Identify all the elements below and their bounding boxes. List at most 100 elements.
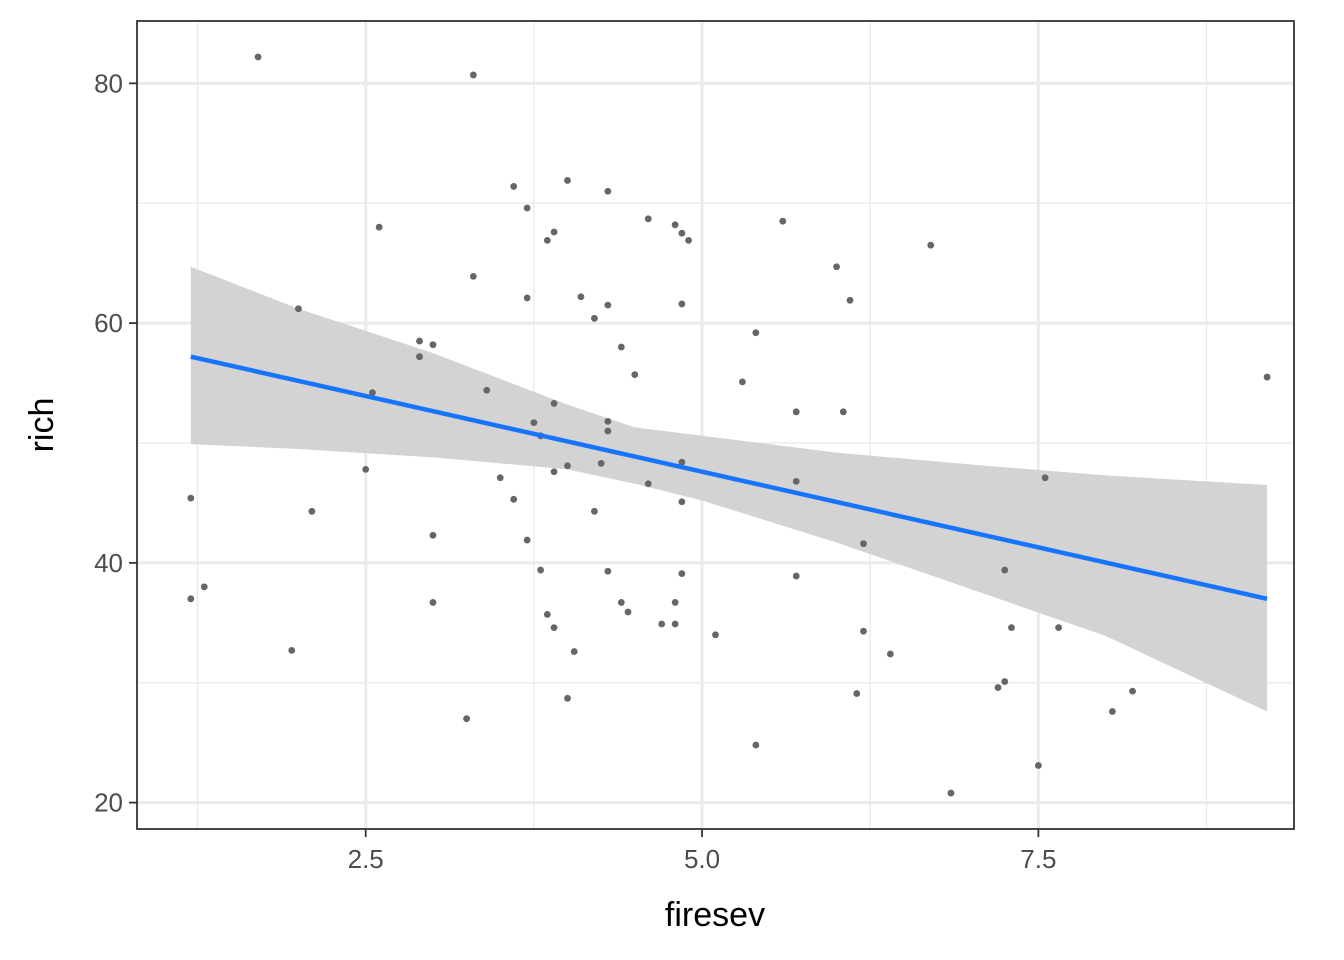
data-point [416, 337, 423, 345]
y-tick-label: 20 [94, 788, 123, 818]
confidence-band [190, 266, 1268, 712]
data-point [1129, 687, 1136, 695]
data-point [295, 305, 302, 313]
data-point [752, 741, 760, 749]
data-point [886, 650, 894, 658]
data-point [678, 458, 686, 466]
data-point [362, 465, 370, 473]
data-point [483, 386, 491, 394]
data-point [523, 204, 531, 212]
data-point [591, 507, 598, 515]
data-point [671, 221, 679, 229]
data-point [792, 408, 800, 416]
data-point [604, 567, 612, 575]
data-point [860, 540, 867, 548]
data-point [543, 236, 551, 244]
data-point [994, 684, 1002, 691]
y-tick-label: 80 [94, 68, 123, 98]
data-point [375, 223, 383, 231]
data-point [597, 459, 605, 467]
data-point [591, 314, 598, 322]
data-point [685, 236, 692, 244]
x-axis-title: firesev [665, 896, 765, 934]
data-point [617, 343, 625, 351]
data-point [604, 187, 612, 195]
y-tick-label: 60 [94, 308, 123, 338]
data-point [678, 570, 686, 578]
data-point [631, 371, 639, 379]
data-point [570, 648, 578, 655]
data-point [846, 296, 854, 304]
data-point [429, 599, 437, 606]
data-point [604, 301, 612, 309]
data-point [1041, 474, 1049, 482]
data-point [429, 341, 437, 349]
data-point [671, 599, 679, 606]
data-point [678, 229, 686, 237]
data-point [187, 595, 195, 603]
x-tick-label: 7.5 [1020, 844, 1056, 874]
data-point [779, 217, 787, 225]
data-point [288, 646, 296, 654]
data-point [947, 789, 955, 797]
data-point [308, 507, 316, 515]
data-point [1001, 566, 1009, 574]
panel-border [136, 20, 1295, 830]
data-point [510, 183, 518, 190]
x-tick-label: 5.0 [684, 844, 720, 874]
data-point [644, 215, 652, 223]
data-point [564, 694, 571, 702]
data-point [200, 583, 208, 591]
data-point [833, 263, 840, 271]
x-axis: 2.5 5.0 7.5 [348, 829, 1056, 874]
data-point [1008, 624, 1015, 631]
data-point [839, 408, 847, 416]
data-point [550, 624, 558, 631]
data-point [254, 53, 262, 61]
data-point [550, 400, 558, 407]
data-point [1001, 678, 1009, 685]
y-axis: 20 40 60 80 [94, 68, 137, 818]
data-point [564, 177, 571, 184]
data-point [678, 300, 686, 308]
data-point [463, 715, 471, 723]
y-tick-label: 40 [94, 548, 123, 578]
data-point [1055, 624, 1062, 631]
regression-line [190, 354, 1268, 602]
data-point [927, 241, 935, 249]
data-point [604, 427, 612, 435]
data-point [853, 690, 861, 697]
data-point [496, 474, 504, 482]
data-point [712, 631, 719, 639]
data-point [792, 572, 800, 580]
data-point [469, 71, 477, 79]
data-point [416, 353, 423, 361]
data-points [187, 53, 1271, 797]
data-point [1108, 708, 1116, 715]
data-point [739, 378, 746, 386]
data-point [187, 494, 195, 502]
data-point [523, 294, 531, 302]
data-point [564, 462, 571, 470]
data-point [617, 599, 625, 606]
data-point [530, 419, 538, 427]
data-point [543, 611, 551, 618]
data-point [523, 536, 531, 544]
data-point [369, 389, 376, 397]
data-point [658, 620, 666, 628]
data-point [671, 620, 679, 628]
data-point [550, 468, 558, 476]
data-point [469, 272, 477, 280]
data-point [678, 498, 686, 506]
data-point [860, 627, 867, 635]
data-point [792, 477, 800, 485]
data-point [510, 495, 518, 503]
data-point [752, 329, 760, 337]
data-point [1263, 373, 1271, 381]
data-point [644, 480, 652, 488]
data-point [429, 531, 437, 539]
y-axis-title: rich [23, 398, 61, 453]
data-point [624, 608, 632, 616]
x-tick-label: 2.5 [348, 844, 384, 874]
data-point [1034, 762, 1042, 769]
